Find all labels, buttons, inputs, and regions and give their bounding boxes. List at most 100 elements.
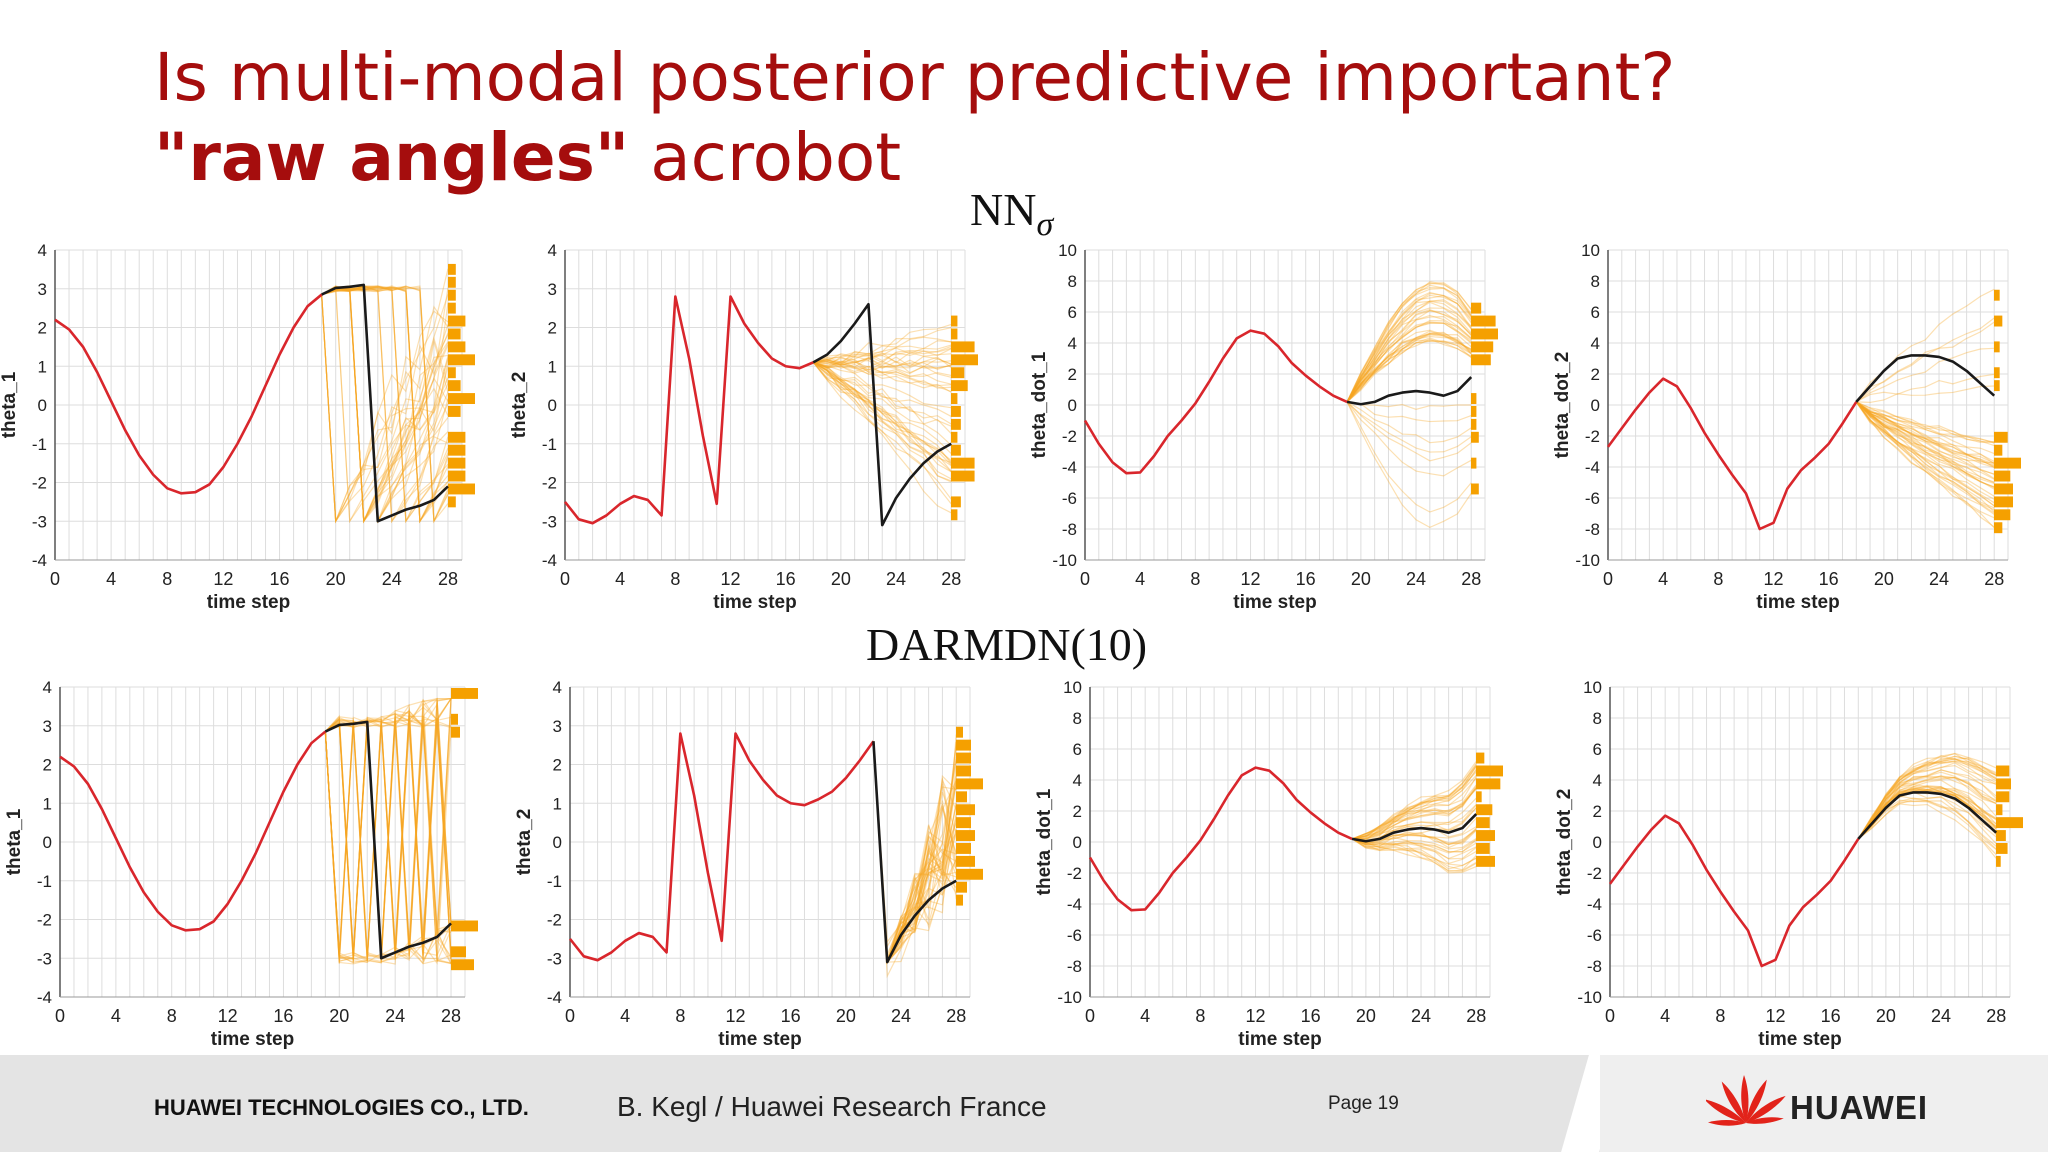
sample-trajectory (321, 285, 449, 523)
sample-trajectory (1351, 838, 1477, 860)
sample-trajectory (813, 361, 952, 377)
sample-trajectory (1857, 752, 1997, 840)
histogram-bar (956, 868, 983, 880)
sample-trajectory (1857, 787, 1997, 840)
x-tick-label: 12 (1764, 569, 1784, 589)
y-tick-label: 6 (1593, 740, 1602, 759)
histogram-bar (1471, 354, 1491, 366)
y-tick-label: 4 (1591, 334, 1600, 353)
sample-trajectory (1352, 785, 1477, 840)
sample-trajectory (812, 362, 952, 514)
histogram-bar (951, 367, 965, 379)
sample-trajectory (1857, 776, 1997, 840)
sample-trajectory (324, 699, 452, 956)
sample-trajectory (324, 697, 452, 957)
sample-trajectory (1352, 776, 1477, 840)
sample-trajectory (324, 716, 452, 958)
y-tick-label: -6 (1585, 489, 1600, 508)
sample-trajectory (321, 285, 449, 524)
ground-truth-line (1346, 376, 1473, 406)
sample-trajectory (813, 361, 952, 463)
y-tick-label: 4 (548, 241, 557, 260)
sample-trajectory (324, 715, 452, 957)
sample-trajectory (1346, 339, 1472, 403)
histogram-bar (1476, 791, 1482, 803)
sample-trajectory (324, 717, 452, 959)
x-tick-label: 12 (726, 1006, 746, 1026)
sample-trajectory (324, 715, 452, 964)
sample-trajectory (324, 720, 452, 965)
histogram-bar (1996, 817, 2023, 829)
histogram-bar (956, 778, 983, 790)
x-tick-label: 0 (1605, 1006, 1615, 1026)
sample-trajectory (1855, 401, 1995, 490)
sample-trajectory (1857, 757, 1997, 840)
histogram-bar (951, 393, 958, 404)
histogram-bar (1471, 483, 1479, 495)
sample-trajectory (325, 700, 452, 964)
sample-trajectory (1346, 331, 1472, 403)
y-tick-label: -6 (1587, 926, 1602, 945)
sample-trajectory (1346, 281, 1472, 403)
sample-trajectory (321, 294, 449, 524)
histogram-bar (951, 444, 961, 456)
y-tick-label: 6 (1068, 303, 1077, 322)
y-tick-label: 8 (1593, 709, 1602, 728)
history-line (1606, 377, 1858, 531)
sample-trajectory (1346, 333, 1472, 403)
x-tick-label: 0 (55, 1006, 65, 1026)
sample-trajectory (1346, 292, 1472, 403)
sample-trajectory (1855, 401, 1995, 500)
histogram-bar (448, 380, 461, 392)
histogram-bar (448, 431, 466, 443)
histogram-bar (448, 393, 475, 404)
x-tick-label: 28 (1466, 1006, 1486, 1026)
sample-trajectory (813, 356, 952, 369)
y-tick-label: 1 (553, 794, 562, 813)
sample-trajectory (1351, 770, 1477, 840)
sample-trajectory (812, 361, 952, 455)
ground-truth-line (1855, 354, 1996, 403)
histogram-bar (1471, 418, 1477, 430)
sample-trajectory (321, 286, 449, 524)
sample-trajectory (1346, 338, 1472, 403)
histogram-bar (956, 804, 975, 816)
sample-trajectory (813, 361, 952, 393)
histogram-bar (1994, 509, 2011, 521)
sample-trajectory (1855, 401, 1995, 513)
sample-trajectory (1351, 836, 1477, 850)
histogram-bar (1996, 765, 2010, 777)
y-tick-label: 4 (43, 678, 52, 697)
histogram-bar (1994, 522, 2003, 534)
sample-trajectory (1346, 300, 1472, 403)
y-tick-label: 8 (1073, 709, 1082, 728)
y-tick-label: -4 (547, 988, 562, 1007)
histogram-bar (1471, 302, 1482, 314)
y-tick-label: 0 (1068, 396, 1077, 415)
y-tick-label: 3 (553, 717, 562, 736)
histogram-bar (1476, 804, 1493, 816)
footer-right-panel (1600, 1055, 2048, 1152)
sample-trajectory (1352, 787, 1477, 840)
sample-trajectory (321, 285, 449, 524)
histogram-bar (448, 276, 456, 288)
sample-trajectory (1855, 373, 1995, 403)
x-tick-label: 8 (670, 569, 680, 589)
sample-trajectory (1346, 340, 1472, 403)
histogram-bar (951, 315, 958, 327)
footer-page-number: Page 19 (1328, 1093, 1399, 1114)
sample-trajectory (813, 347, 952, 363)
ground-truth-line (321, 283, 449, 523)
sample-trajectory (1855, 401, 1995, 468)
histogram-bar (956, 791, 967, 803)
histogram-bar (1471, 406, 1477, 417)
sample-trajectory (1855, 401, 1995, 464)
sample-trajectory (1857, 786, 1997, 840)
sample-trajectory (325, 719, 452, 955)
x-tick-label: 24 (382, 569, 402, 589)
sample-trajectory (1346, 321, 1472, 403)
histogram-bar (1471, 328, 1498, 340)
sample-trajectory (1857, 775, 1997, 840)
sample-trajectory (321, 294, 449, 522)
